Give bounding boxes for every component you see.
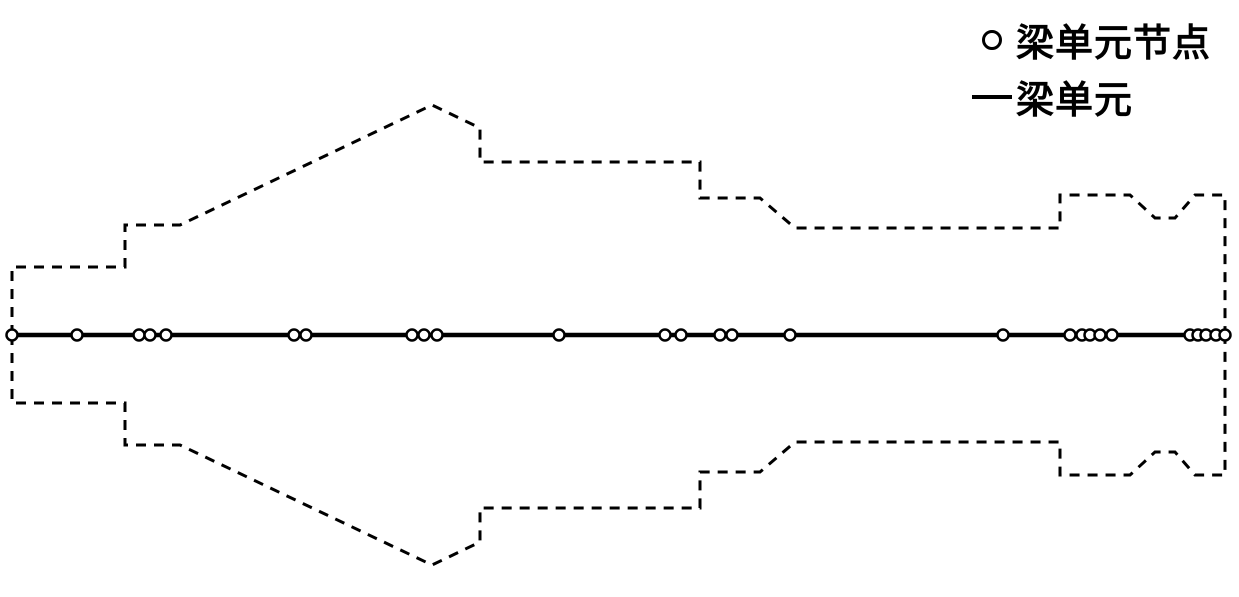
beam-node [660, 330, 671, 341]
legend: 梁单元节点 梁单元 [968, 12, 1211, 126]
beam-node [715, 330, 726, 341]
line-marker-icon [968, 77, 1016, 117]
beam-node [161, 330, 172, 341]
beam-node [145, 330, 156, 341]
beam-node [785, 330, 796, 341]
beam-node [998, 330, 1009, 341]
beam-node [676, 330, 687, 341]
node-marker-icon [968, 20, 1016, 60]
beam-node [72, 330, 83, 341]
legend-row-element: 梁单元 [968, 69, 1211, 124]
beam-node [301, 330, 312, 341]
beam-node [1107, 330, 1118, 341]
legend-element-label: 梁单元 [1016, 69, 1133, 124]
beam-node [432, 330, 443, 341]
beam-node [1065, 330, 1076, 341]
beam-node [1095, 330, 1106, 341]
beam-node [1220, 330, 1231, 341]
legend-row-node: 梁单元节点 [968, 12, 1211, 67]
diagram-canvas: 梁单元节点 梁单元 [0, 0, 1239, 597]
beam-node [7, 330, 18, 341]
legend-node-label: 梁单元节点 [1016, 12, 1211, 67]
beam-node [407, 330, 418, 341]
beam-node [419, 330, 430, 341]
beam-node [289, 330, 300, 341]
shaft-outline-upper [12, 105, 1225, 335]
beam-node [134, 330, 145, 341]
shaft-outline-lower [12, 335, 1225, 565]
beam-node [554, 330, 565, 341]
beam-node [727, 330, 738, 341]
